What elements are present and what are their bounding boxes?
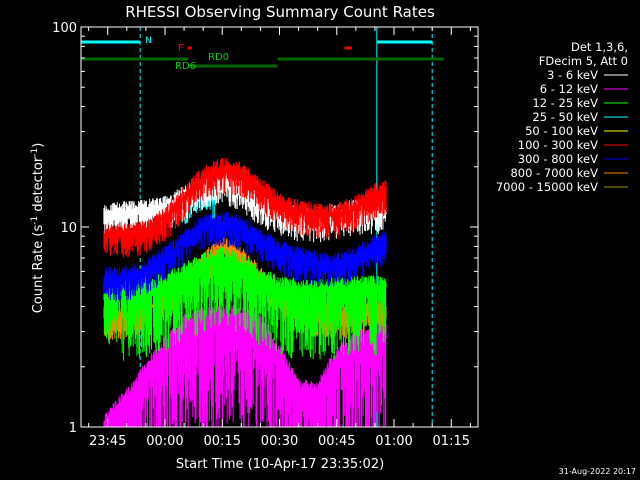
legend-label-3: 25 - 50 keV: [532, 110, 598, 124]
x-tick-label-2: 00:15: [204, 434, 241, 449]
legend-header-0: Det 1,3,6,: [571, 40, 628, 54]
legend-label-6: 300 - 800 keV: [518, 152, 598, 166]
flare-label: F: [178, 43, 184, 54]
x-tick-label-3: 00:30: [261, 434, 298, 449]
attenuator-label-rd6: RD6: [175, 61, 196, 72]
series-100-300-kev: [103, 158, 387, 258]
x-tick-label-0: 23:45: [89, 434, 126, 449]
x-tick-label-4: 00:45: [318, 434, 355, 449]
legend-label-8: 7000 - 15000 keV: [496, 180, 598, 194]
x-tick-label-1: 00:00: [146, 434, 183, 449]
x-axis-title: Start Time (10-Apr-17 23:35:02): [176, 457, 384, 472]
legend-header-1: FDecim 5, Att 0: [539, 54, 628, 68]
series-300-800-kev: [103, 211, 387, 303]
y-axis-title: Count Rate (s-1 detector-1): [30, 143, 46, 314]
legend-label-7: 800 - 7000 keV: [510, 166, 598, 180]
x-tick-label-6: 01:15: [433, 434, 470, 449]
legend-label-2: 12 - 25 keV: [532, 96, 598, 110]
footer-date: 31-Aug-2022 20:17: [559, 467, 636, 476]
plot-area: RD6 RD0 N F 1 10 100 23:45 00:00 00:15 00:30 00:45 0…: [52, 21, 479, 449]
legend-label-1: 6 - 12 keV: [540, 82, 598, 96]
y-tick-label-0: 1: [69, 421, 77, 436]
legend-label-4: 50 - 100 keV: [525, 124, 598, 138]
y-tick-label-2: 100: [52, 21, 77, 36]
chart-title: RHESSI Observing Summary Count Rates: [125, 3, 435, 21]
x-tick-label-5: 01:00: [375, 434, 412, 449]
attenuator-label-rd0: RD0: [208, 52, 229, 63]
legend-label-5: 100 - 300 keV: [518, 138, 598, 152]
night-label: N: [145, 36, 152, 46]
legend-label-0: 3 - 6 keV: [547, 68, 598, 82]
y-tick-label-1: 10: [60, 221, 77, 236]
